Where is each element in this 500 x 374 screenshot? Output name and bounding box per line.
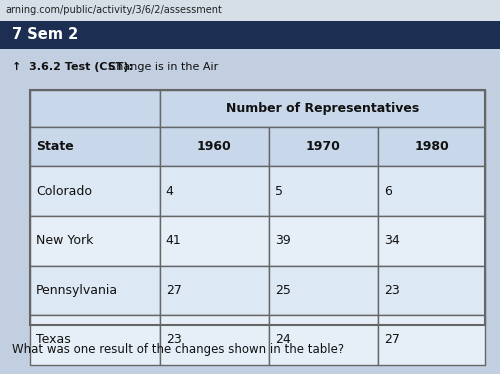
Bar bbox=[30, 266, 160, 315]
Bar bbox=[378, 127, 485, 166]
Text: Pennsylvania: Pennsylvania bbox=[36, 284, 118, 297]
Bar bbox=[30, 90, 485, 325]
Text: New York: New York bbox=[36, 234, 94, 247]
Bar bbox=[30, 90, 160, 127]
Text: State: State bbox=[36, 140, 74, 153]
Bar bbox=[160, 315, 269, 365]
Bar bbox=[378, 315, 485, 365]
Bar bbox=[30, 216, 160, 266]
Bar bbox=[160, 216, 269, 266]
Bar bbox=[30, 127, 160, 166]
Text: 1980: 1980 bbox=[414, 140, 449, 153]
Text: 23: 23 bbox=[384, 284, 400, 297]
Text: What was one result of the changes shown in the table?: What was one result of the changes shown… bbox=[12, 343, 344, 356]
Bar bbox=[378, 266, 485, 315]
Text: Texas: Texas bbox=[36, 333, 71, 346]
Text: 27: 27 bbox=[384, 333, 400, 346]
Bar bbox=[160, 166, 269, 216]
Bar bbox=[0, 21, 500, 49]
Text: arning.com/public/activity/3/6/2/assessment: arning.com/public/activity/3/6/2/assessm… bbox=[5, 5, 222, 15]
Text: 6: 6 bbox=[384, 185, 392, 198]
Text: 39: 39 bbox=[275, 234, 290, 247]
Text: 7 Sem 2: 7 Sem 2 bbox=[12, 27, 79, 42]
Bar bbox=[378, 166, 485, 216]
Bar bbox=[160, 127, 269, 166]
Text: Number of Representatives: Number of Representatives bbox=[226, 102, 419, 115]
Text: 41: 41 bbox=[166, 234, 182, 247]
Text: Colorado: Colorado bbox=[36, 185, 92, 198]
Bar bbox=[30, 315, 160, 365]
Bar bbox=[30, 166, 160, 216]
Text: Change is in the Air: Change is in the Air bbox=[105, 62, 218, 72]
Bar bbox=[378, 216, 485, 266]
Bar bbox=[160, 90, 485, 127]
Text: 5: 5 bbox=[275, 185, 283, 198]
Bar bbox=[269, 166, 378, 216]
Text: 27: 27 bbox=[166, 284, 182, 297]
Text: 23: 23 bbox=[166, 333, 182, 346]
Bar bbox=[269, 315, 378, 365]
Text: 34: 34 bbox=[384, 234, 400, 247]
Bar bbox=[160, 266, 269, 315]
Bar bbox=[269, 216, 378, 266]
Text: ↑  3.6.2 Test (CST):: ↑ 3.6.2 Test (CST): bbox=[12, 62, 134, 72]
Text: 1960: 1960 bbox=[197, 140, 232, 153]
Text: 24: 24 bbox=[275, 333, 290, 346]
Bar bbox=[269, 127, 378, 166]
Text: 1970: 1970 bbox=[306, 140, 341, 153]
Text: 25: 25 bbox=[275, 284, 291, 297]
Text: 4: 4 bbox=[166, 185, 173, 198]
Bar bbox=[269, 266, 378, 315]
Bar bbox=[0, 0, 500, 21]
